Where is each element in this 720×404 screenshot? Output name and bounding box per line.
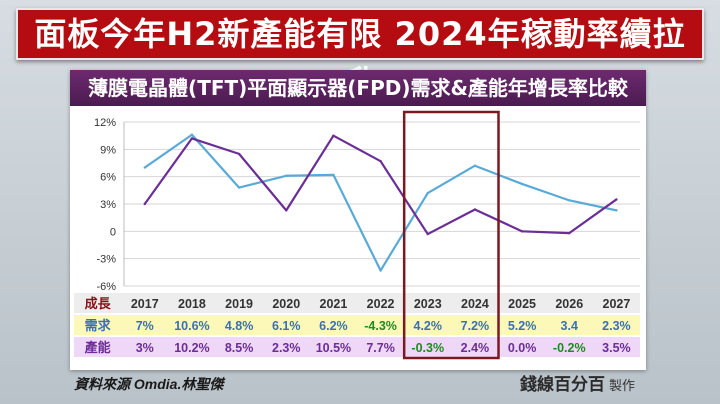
data-point — [332, 134, 335, 137]
data-point — [237, 152, 241, 156]
data-label: 8.5% — [225, 341, 254, 355]
logo-suffix: 製作 — [609, 379, 636, 394]
data-label: 3.4 — [561, 319, 578, 333]
data-point — [332, 173, 335, 177]
data-label: 6.1% — [272, 319, 301, 333]
data-point — [379, 269, 382, 272]
data-point — [190, 133, 194, 136]
data-point — [473, 164, 477, 167]
x-tick-label: 2027 — [603, 297, 631, 311]
y-tick-label: -3% — [96, 254, 116, 266]
data-label: 6.2% — [319, 319, 348, 333]
data-point — [426, 232, 429, 236]
legend-label-capacity: 產能 — [84, 340, 111, 356]
data-point — [143, 202, 146, 206]
source-credit: 資料來源 Omdia.林聖傑 — [74, 376, 224, 392]
data-label: -4.3% — [364, 319, 397, 333]
x-tick-label: 2019 — [225, 297, 253, 311]
x-tick-label: 2021 — [320, 297, 348, 311]
x-tick-label: 2022 — [367, 297, 395, 311]
data-label: 0.0% — [508, 341, 537, 355]
data-label: 4.2% — [414, 319, 443, 333]
data-point — [520, 230, 524, 233]
y-tick-label: 9% — [100, 144, 116, 156]
data-label: 3.5% — [602, 341, 631, 355]
data-label: 7% — [136, 319, 154, 333]
data-point — [568, 199, 571, 202]
headline-banner: 面板今年H2新產能有限 2024年稼動率續拉升 — [16, 8, 704, 101]
table-header-label: 成長 — [85, 296, 112, 312]
x-tick-label: 2023 — [414, 297, 442, 311]
data-label: 10.2% — [174, 341, 209, 355]
data-label: 4.8% — [225, 319, 254, 333]
legend-label-demand: 需求 — [85, 318, 112, 334]
series-line-capacity — [143, 134, 618, 236]
highlight-box-2023-2024 — [402, 110, 500, 360]
logo-text: 錢線百分百 — [520, 375, 605, 395]
x-tick-label: 2020 — [272, 297, 300, 311]
data-point — [379, 159, 382, 163]
x-tick-label: 2025 — [508, 297, 536, 311]
data-label: 5.2% — [508, 319, 537, 333]
data-label: 7.7% — [366, 341, 395, 355]
data-point — [237, 186, 241, 189]
data-point — [285, 174, 288, 177]
chart-title: 薄膜電晶體(TFT)平面顯示器(FPD)需求&產能年增長率比較 — [70, 70, 646, 106]
data-point — [190, 137, 194, 140]
data-label: -0.2% — [553, 341, 586, 355]
x-tick-label: 2018 — [178, 297, 206, 311]
table-row-bg — [74, 315, 640, 335]
data-point — [568, 231, 571, 235]
data-label: 2.3% — [602, 319, 631, 333]
data-point — [520, 182, 524, 186]
data-point — [426, 191, 429, 195]
data-point — [473, 208, 477, 211]
data-label: -0.3% — [411, 341, 444, 355]
data-label: 7.2% — [461, 319, 490, 333]
x-tick-label: 2017 — [131, 297, 159, 311]
data-point — [615, 198, 618, 201]
data-label: 3% — [136, 341, 154, 355]
y-tick-label: 12% — [94, 117, 116, 129]
data-point — [615, 209, 618, 212]
y-tick-label: 0 — [110, 226, 116, 238]
program-logo: 錢線百分百 製作 — [520, 370, 635, 395]
y-tick-label: 3% — [100, 199, 116, 211]
data-point — [143, 166, 146, 169]
series-line-demand — [144, 133, 617, 272]
x-tick-label: 2026 — [555, 297, 583, 311]
data-point — [285, 209, 288, 212]
x-tick-label: 2024 — [461, 297, 489, 311]
data-label: 10.5% — [316, 341, 351, 355]
data-label: 2.4% — [461, 341, 490, 355]
y-tick-label: 6% — [100, 172, 116, 184]
y-tick-label: -6% — [96, 281, 116, 293]
data-label: 2.3% — [272, 341, 301, 355]
data-label: 10.6% — [174, 319, 209, 333]
